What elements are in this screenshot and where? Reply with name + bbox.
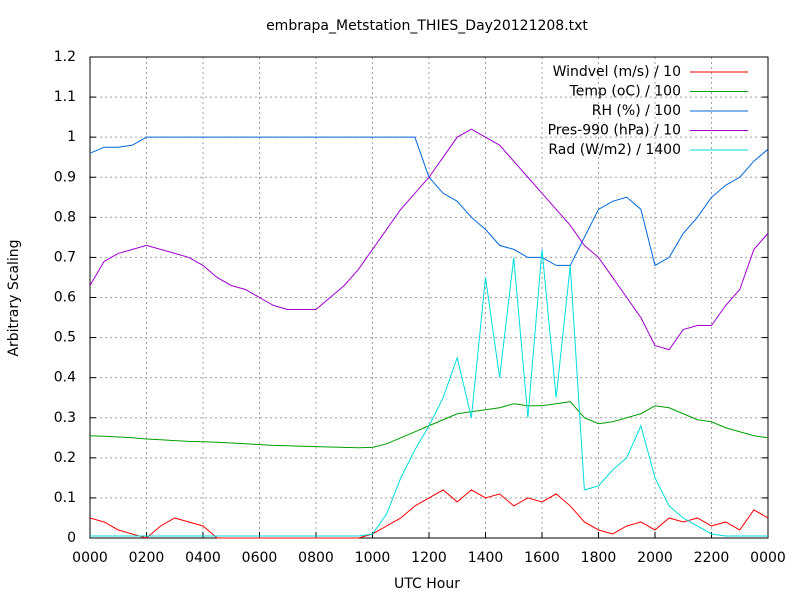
legend-label: Windvel (m/s) / 10 bbox=[553, 64, 681, 80]
y-tick-label: 0.6 bbox=[54, 290, 76, 306]
y-tick-label: 1.1 bbox=[54, 89, 76, 105]
x-tick-label: 1200 bbox=[411, 550, 447, 566]
legend-label: Pres-990 (hPa) / 10 bbox=[548, 123, 681, 139]
x-tick-label: 0600 bbox=[242, 550, 278, 566]
y-tick-label: 0.3 bbox=[54, 410, 76, 426]
y-tick-label: 1.2 bbox=[54, 49, 76, 65]
y-axis-label: Arbitrary Scaling bbox=[6, 239, 22, 356]
legend-label: RH (%) / 100 bbox=[592, 103, 681, 119]
x-tick-label: 0000 bbox=[72, 550, 108, 566]
y-tick-label: 0.8 bbox=[54, 209, 76, 225]
x-tick-label: 1600 bbox=[524, 550, 560, 566]
x-tick-label: 1800 bbox=[581, 550, 617, 566]
series-line bbox=[89, 128, 769, 351]
series-line bbox=[90, 249, 768, 537]
x-tick-label: 2000 bbox=[637, 550, 673, 566]
x-tick-label: 1000 bbox=[355, 550, 391, 566]
y-tick-label: 0.4 bbox=[54, 370, 76, 386]
x-tick-label: 0400 bbox=[185, 550, 221, 566]
x-tick-label: 1400 bbox=[468, 550, 504, 566]
plot-frame bbox=[89, 56, 769, 539]
y-tick-label: 0.5 bbox=[54, 330, 76, 346]
y-tick-label: 0.1 bbox=[54, 490, 76, 506]
x-axis-label: UTC Hour bbox=[394, 576, 460, 592]
y-tick-label: 0.7 bbox=[54, 249, 76, 265]
chart-title: embrapa_Metstation_THIES_Day20121208.txt bbox=[266, 18, 588, 34]
y-tick-label: 1 bbox=[67, 129, 76, 145]
y-tick-label: 0.2 bbox=[54, 450, 76, 466]
legend-label: Rad (W/m2) / 1400 bbox=[548, 142, 681, 158]
y-tick-label: 0.9 bbox=[54, 169, 76, 185]
y-tick-label: 0 bbox=[67, 530, 76, 546]
x-tick-label: 0000 bbox=[750, 550, 786, 566]
series-line bbox=[89, 489, 769, 539]
x-tick-label: 0800 bbox=[298, 550, 334, 566]
legend-label: Temp (oC) / 100 bbox=[569, 84, 681, 100]
x-tick-label: 0200 bbox=[129, 550, 165, 566]
x-tick-label: 2200 bbox=[694, 550, 730, 566]
